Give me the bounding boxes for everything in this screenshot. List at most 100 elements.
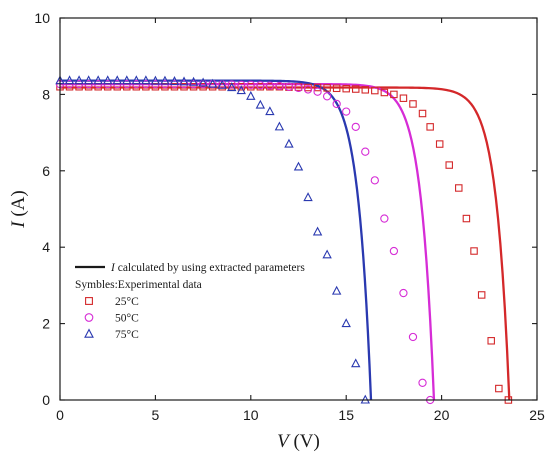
data-point-square — [371, 86, 379, 95]
data-point-circle — [265, 81, 275, 90]
data-point-triangle — [246, 90, 256, 100]
data-point-circle — [313, 87, 322, 96]
data-point-circle — [370, 176, 379, 185]
x-tick-label: 0 — [56, 407, 64, 423]
data-point-circle — [294, 83, 303, 93]
y-tick-label: 0 — [42, 392, 50, 408]
fit-curve-square — [60, 86, 511, 401]
data-point-square — [455, 184, 463, 192]
data-point-triangle — [141, 75, 151, 85]
data-point-triangle — [83, 75, 94, 85]
data-point-square — [462, 214, 471, 223]
data-point-circle — [361, 147, 370, 156]
y-tick-label: 4 — [42, 239, 50, 255]
y-axis-label: I (A) — [8, 190, 29, 228]
data-point-triangle — [179, 76, 189, 86]
legend-marker-triangle — [84, 328, 94, 338]
data-point-triangle — [131, 75, 142, 85]
legend-line-entry: I calculated by using extracted paramete… — [110, 262, 305, 274]
data-point-square — [180, 83, 188, 91]
data-point-triangle — [122, 75, 132, 85]
x-tick-label: 20 — [434, 407, 450, 423]
data-point-square — [435, 140, 444, 148]
data-point-triangle — [102, 75, 113, 85]
fitted-curves — [60, 79, 511, 401]
legend-line-var: I — [110, 262, 116, 274]
data-point-circle — [332, 99, 341, 109]
data-point-square — [495, 384, 503, 393]
data-point-circle — [351, 122, 360, 132]
data-point-triangle — [227, 82, 237, 92]
y-tick-label: 10 — [34, 10, 50, 26]
data-point-triangle — [207, 78, 218, 88]
data-point-circle — [237, 80, 246, 89]
data-point-square — [332, 84, 341, 93]
data-point-circle — [256, 81, 265, 90]
data-point-circle — [342, 107, 351, 116]
data-point-triangle — [169, 76, 180, 85]
data-point-circle — [275, 81, 284, 91]
legend-marker-square — [85, 297, 93, 305]
data-point-square — [409, 100, 417, 108]
data-point-circle — [389, 246, 399, 256]
data-point-triangle — [284, 138, 294, 148]
fit-curve-circle — [60, 82, 436, 401]
data-point-triangle — [265, 106, 275, 116]
data-point-triangle — [74, 75, 84, 85]
y-axis-unit: (A) — [8, 190, 29, 221]
x-axis-var: V — [277, 431, 291, 452]
legend-series-label: 50°C — [115, 313, 139, 325]
x-tick-label: 15 — [338, 407, 354, 423]
data-point-triangle — [160, 75, 170, 85]
data-point-triangle — [64, 75, 75, 85]
data-point-circle — [198, 79, 208, 89]
data-point-triangle — [312, 226, 323, 236]
data-point-triangle — [188, 76, 199, 86]
data-point-square — [380, 88, 389, 97]
legend-series-label: 75°C — [115, 329, 139, 341]
data-point-triangle — [198, 77, 208, 87]
data-point-triangle — [293, 161, 304, 171]
tick-labels: 0 5 10 15 20 25 0 2 4 6 8 10 — [34, 10, 545, 423]
data-point-circle — [418, 378, 427, 387]
y-tick-label: 8 — [42, 86, 50, 102]
data-point-square — [313, 83, 322, 92]
data-point-triangle — [236, 85, 246, 95]
data-point-triangle — [341, 318, 351, 328]
y-axis-var: I — [8, 220, 29, 229]
data-point-triangle — [255, 99, 266, 109]
data-point-square — [445, 161, 453, 169]
data-point-circle — [303, 85, 313, 94]
data-point-square — [470, 247, 478, 255]
x-axis-label: V (V) — [277, 431, 320, 452]
x-tick-label: 5 — [152, 407, 160, 423]
data-point-square — [418, 109, 427, 118]
data-point-circle — [284, 82, 294, 91]
data-point-square — [342, 84, 350, 93]
data-point-triangle — [217, 79, 227, 89]
data-point-triangle — [274, 121, 285, 131]
axis-ticks — [59, 17, 538, 401]
data-point-square — [426, 123, 434, 131]
data-point-square — [399, 94, 408, 102]
legend-symbols-title: Symbles:Experimental data — [75, 279, 202, 291]
x-tick-label: 10 — [243, 407, 259, 423]
data-point-triangle — [303, 192, 313, 202]
data-point-square — [361, 86, 370, 94]
y-tick-label: 2 — [42, 316, 50, 332]
data-point-circle — [227, 80, 236, 89]
experimental-markers — [55, 75, 513, 405]
legend-line-label: calculated by using extracted parameters — [115, 262, 306, 274]
data-point-triangle — [351, 358, 361, 368]
data-point-square — [323, 84, 331, 92]
data-point-circle — [322, 92, 332, 101]
data-point-triangle — [150, 75, 161, 85]
data-point-square — [199, 83, 207, 91]
data-point-triangle — [331, 285, 342, 295]
x-axis-unit: (V) — [289, 431, 320, 452]
fit-curve-triangle — [60, 79, 373, 401]
data-point-square — [189, 83, 198, 91]
x-tick-label: 25 — [529, 407, 545, 423]
data-point-square — [351, 85, 360, 93]
